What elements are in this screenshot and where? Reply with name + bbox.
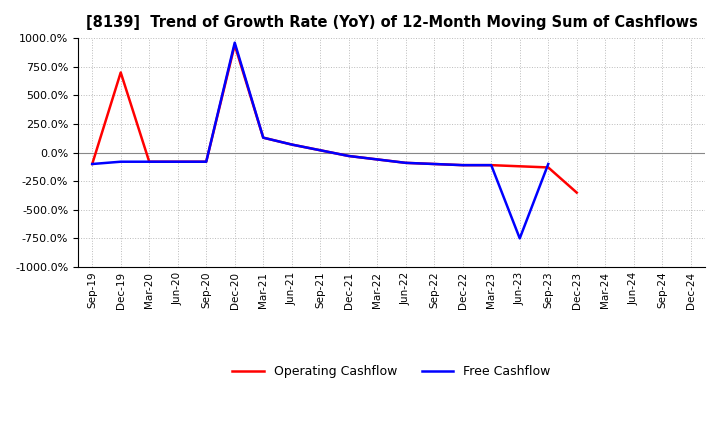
Operating Cashflow <box>230 42 239 48</box>
Free Cashflow <box>516 236 524 241</box>
Operating Cashflow <box>516 164 524 169</box>
Operating Cashflow <box>544 165 552 170</box>
Free Cashflow <box>316 148 325 153</box>
Operating Cashflow <box>287 142 296 147</box>
Free Cashflow <box>487 162 495 168</box>
Free Cashflow <box>230 40 239 45</box>
Free Cashflow <box>145 159 153 165</box>
Free Cashflow <box>402 160 410 165</box>
Free Cashflow <box>202 159 210 165</box>
Operating Cashflow <box>202 159 210 165</box>
Operating Cashflow <box>373 157 382 162</box>
Free Cashflow <box>373 157 382 162</box>
Line: Operating Cashflow: Operating Cashflow <box>92 45 577 193</box>
Line: Free Cashflow: Free Cashflow <box>92 43 548 238</box>
Operating Cashflow <box>459 162 467 168</box>
Operating Cashflow <box>174 159 182 165</box>
Operating Cashflow <box>487 162 495 168</box>
Legend: Operating Cashflow, Free Cashflow: Operating Cashflow, Free Cashflow <box>228 360 556 383</box>
Free Cashflow <box>430 161 438 167</box>
Free Cashflow <box>174 159 182 165</box>
Operating Cashflow <box>572 190 581 195</box>
Free Cashflow <box>459 162 467 168</box>
Operating Cashflow <box>117 70 125 75</box>
Operating Cashflow <box>402 160 410 165</box>
Free Cashflow <box>88 161 96 167</box>
Free Cashflow <box>287 142 296 147</box>
Title: [8139]  Trend of Growth Rate (YoY) of 12-Month Moving Sum of Cashflows: [8139] Trend of Growth Rate (YoY) of 12-… <box>86 15 698 30</box>
Operating Cashflow <box>316 148 325 153</box>
Operating Cashflow <box>344 154 353 159</box>
Operating Cashflow <box>88 161 96 167</box>
Free Cashflow <box>117 159 125 165</box>
Operating Cashflow <box>259 135 268 140</box>
Free Cashflow <box>544 161 552 167</box>
Operating Cashflow <box>145 159 153 165</box>
Free Cashflow <box>259 135 268 140</box>
Operating Cashflow <box>430 161 438 167</box>
Free Cashflow <box>344 154 353 159</box>
